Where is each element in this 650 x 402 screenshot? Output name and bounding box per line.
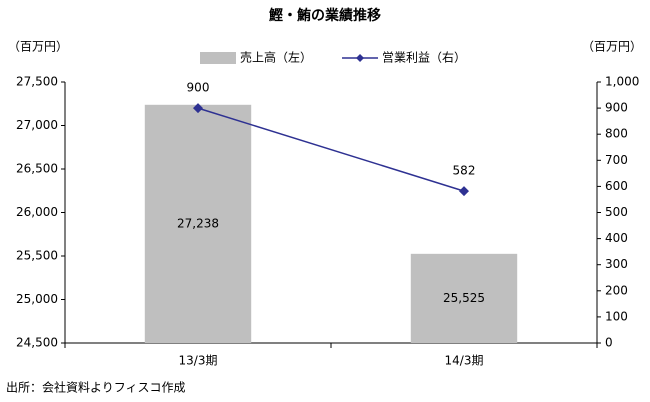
- y2-tick-label: 100: [605, 309, 628, 323]
- y2-tick-label: 1,000: [605, 75, 639, 89]
- y-tick-label: 25,000: [16, 292, 58, 306]
- y2-tick-label: 800: [605, 127, 628, 141]
- line-marker: [193, 103, 203, 114]
- y2-tick-label: 400: [605, 231, 628, 245]
- legend-label: 売上高（左）: [240, 50, 312, 65]
- line-value-label: 900: [187, 81, 210, 95]
- source-note: 出所：会社資料よりフィスコ作成: [6, 380, 186, 395]
- y2-axis-label: （百万円）: [582, 40, 642, 54]
- y-tick-label: 26,500: [16, 162, 58, 176]
- legend-swatch-marker: [356, 54, 365, 62]
- x-tick-label: 14/3期: [445, 354, 484, 368]
- legend-swatch: [200, 52, 236, 64]
- bar-value-label: 25,525: [443, 291, 485, 305]
- line: [197, 107, 465, 192]
- legend-label: 営業利益（右）: [382, 50, 466, 65]
- y-axis-label: （百万円）: [8, 40, 68, 54]
- line-value-label: 582: [453, 164, 476, 178]
- line-marker: [459, 186, 469, 197]
- x-tick-label: 13/3期: [179, 354, 218, 368]
- y2-tick-label: 200: [605, 283, 628, 297]
- bar: [144, 104, 252, 343]
- bar-value-label: 27,238: [177, 216, 219, 230]
- y-tick-label: 26,000: [16, 205, 58, 219]
- bar: [410, 253, 518, 343]
- y-tick-label: 27,500: [16, 75, 58, 89]
- y2-tick-label: 900: [605, 101, 628, 115]
- y2-tick-label: 300: [605, 257, 628, 271]
- y2-tick-label: 500: [605, 205, 628, 219]
- y2-tick-label: 700: [605, 153, 628, 167]
- chart-title: 鰹・鮪の業績推移: [269, 7, 381, 24]
- y-tick-label: 25,500: [16, 249, 58, 263]
- y-tick-label: 27,000: [16, 118, 58, 132]
- y2-tick-label: 600: [605, 179, 628, 193]
- y-tick-label: 24,500: [16, 336, 58, 350]
- y2-tick-label: 0: [605, 336, 613, 350]
